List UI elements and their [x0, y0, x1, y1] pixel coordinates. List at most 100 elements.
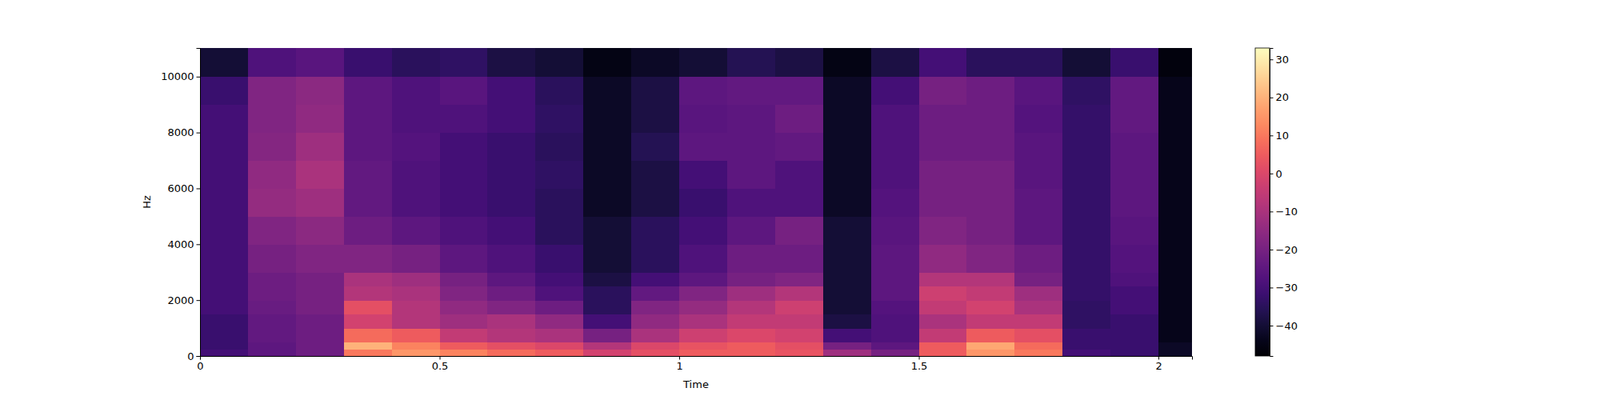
cell [727, 328, 776, 343]
cell [1158, 216, 1192, 245]
cell [344, 244, 393, 273]
cell [487, 272, 536, 287]
cell [679, 342, 728, 350]
tick-mark [1269, 287, 1274, 288]
cell [1014, 314, 1064, 329]
cell [823, 328, 872, 343]
cell [392, 286, 441, 301]
cell [487, 314, 536, 329]
cell [583, 132, 632, 162]
tick: 10 [1269, 129, 1289, 142]
cell [919, 76, 968, 106]
x-axis-title: Time [682, 378, 709, 391]
cell [200, 76, 249, 106]
cell [1014, 342, 1064, 350]
cell [727, 188, 776, 217]
cell [823, 216, 872, 245]
cell [440, 286, 489, 301]
cell [296, 48, 345, 77]
cell [535, 272, 584, 287]
cell [966, 244, 1016, 273]
tick: 2 [1155, 356, 1162, 372]
cell [919, 314, 968, 329]
cell [248, 328, 297, 343]
tick-label: 2 [1155, 360, 1162, 372]
cell [1158, 328, 1192, 343]
cell [1110, 342, 1160, 350]
cell [248, 104, 297, 134]
tick-mark [1269, 211, 1274, 212]
cell [823, 76, 872, 106]
cell [727, 272, 776, 287]
cell [823, 160, 872, 190]
cell [871, 132, 920, 162]
cell [1110, 76, 1160, 106]
cell [344, 188, 393, 217]
cell [631, 272, 680, 287]
cell [1110, 104, 1160, 134]
cell [823, 272, 872, 287]
cell [487, 76, 536, 106]
cell [679, 48, 728, 77]
cell [1158, 76, 1192, 106]
cell [679, 160, 728, 190]
cell [248, 48, 297, 77]
cell [248, 188, 297, 217]
cell [727, 314, 776, 329]
tick: 0.5 [432, 356, 449, 372]
cell [200, 314, 249, 329]
cell [487, 132, 536, 162]
cell [392, 188, 441, 217]
cell [535, 314, 584, 329]
cell [392, 314, 441, 329]
tick-mark [196, 244, 201, 245]
cell [392, 48, 441, 77]
cell [727, 216, 776, 245]
cell [775, 342, 824, 350]
cell [823, 244, 872, 273]
cell [679, 286, 728, 301]
cell [727, 48, 776, 77]
cell [966, 48, 1016, 77]
cell [583, 286, 632, 301]
cell [727, 132, 776, 162]
colorbar [1255, 48, 1270, 356]
tick-label: 2000 [167, 294, 194, 307]
cell [344, 286, 393, 301]
cell [1014, 272, 1064, 287]
cell [919, 300, 968, 315]
cell [1110, 216, 1160, 245]
cell [296, 132, 345, 162]
cell [440, 76, 489, 106]
cell [296, 76, 345, 106]
cell [823, 342, 872, 350]
cell [248, 300, 297, 315]
cell [487, 188, 536, 217]
cell [1158, 188, 1192, 217]
cell [919, 216, 968, 245]
cell [1062, 188, 1112, 217]
cell [1014, 216, 1064, 245]
tick-mark [1269, 59, 1274, 60]
cell [583, 104, 632, 134]
cell [344, 216, 393, 245]
cell [1014, 328, 1064, 343]
cell [248, 132, 297, 162]
cell [200, 160, 249, 190]
cell [200, 300, 249, 315]
cell [1062, 244, 1112, 273]
cell [871, 342, 920, 350]
cell [1110, 188, 1160, 217]
cell [871, 160, 920, 190]
cell [200, 216, 249, 245]
tick-label: −20 [1276, 244, 1298, 256]
cell [775, 216, 824, 245]
cell [1110, 286, 1160, 301]
cell [871, 314, 920, 329]
cell [919, 160, 968, 190]
cell [1158, 348, 1192, 356]
cell [1158, 104, 1192, 134]
cell [966, 160, 1016, 190]
cell [1014, 286, 1064, 301]
tick: 30 [1269, 53, 1289, 66]
